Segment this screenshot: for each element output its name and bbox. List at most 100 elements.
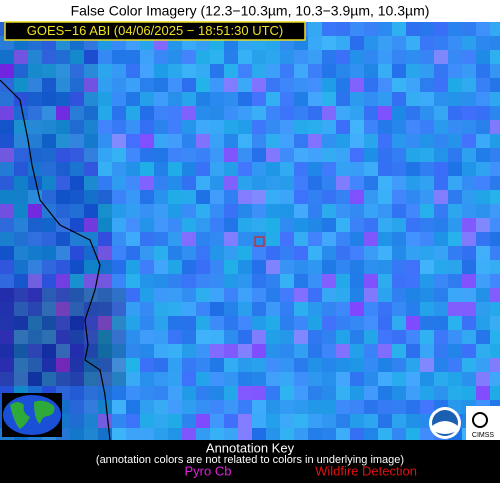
pixel [154, 148, 168, 162]
pixel [238, 64, 252, 78]
pixel [308, 134, 322, 148]
pixel [364, 148, 378, 162]
pixel [322, 386, 336, 400]
pixel [378, 176, 392, 190]
pixel [434, 372, 448, 386]
pixel [84, 372, 98, 386]
pixel [476, 246, 490, 260]
pixel [28, 232, 42, 246]
detection-marker [254, 236, 265, 247]
pixel [266, 400, 280, 414]
pixel [490, 134, 500, 148]
pixel [406, 400, 420, 414]
pixel [490, 162, 500, 176]
pixel [322, 260, 336, 274]
pixel [42, 78, 56, 92]
pixel [420, 64, 434, 78]
pixel [168, 260, 182, 274]
pixel [280, 260, 294, 274]
pixel [238, 414, 252, 428]
pixel [406, 414, 420, 428]
pixel [392, 36, 406, 50]
pixel [476, 316, 490, 330]
pixel [434, 64, 448, 78]
pixel [406, 372, 420, 386]
pixel [434, 274, 448, 288]
pixel [0, 358, 14, 372]
pixel [196, 120, 210, 134]
pixel [196, 232, 210, 246]
pixel [336, 428, 350, 440]
pixel [420, 22, 434, 36]
pixel [238, 288, 252, 302]
pixel [70, 302, 84, 316]
pixel [14, 176, 28, 190]
pixel [308, 288, 322, 302]
pixel [252, 246, 266, 260]
pixel [98, 288, 112, 302]
pixel [420, 246, 434, 260]
pixel [70, 274, 84, 288]
pixel [56, 64, 70, 78]
pixel [476, 386, 490, 400]
pixel [322, 190, 336, 204]
pixel [364, 316, 378, 330]
pixel [462, 288, 476, 302]
pixel [448, 316, 462, 330]
pixel [182, 204, 196, 218]
pixel [126, 372, 140, 386]
pixel [42, 274, 56, 288]
pixel [350, 260, 364, 274]
pixel [70, 148, 84, 162]
pixel [0, 176, 14, 190]
pixel [42, 260, 56, 274]
pixel [266, 358, 280, 372]
pixel [336, 386, 350, 400]
pixel [168, 106, 182, 120]
pixel [364, 344, 378, 358]
pixel [308, 330, 322, 344]
pixel [154, 274, 168, 288]
pixel [364, 330, 378, 344]
pixel [378, 50, 392, 64]
pixel [42, 50, 56, 64]
pixel [350, 148, 364, 162]
pixel [196, 246, 210, 260]
pixel [392, 190, 406, 204]
pixel [280, 358, 294, 372]
pixel [378, 64, 392, 78]
pixel [196, 64, 210, 78]
pixel [462, 274, 476, 288]
pixel [378, 78, 392, 92]
pixel [56, 50, 70, 64]
pixel [84, 274, 98, 288]
pixel [98, 344, 112, 358]
pixel [168, 288, 182, 302]
pixel [266, 148, 280, 162]
pixel [420, 134, 434, 148]
pixel [490, 148, 500, 162]
pixel [56, 260, 70, 274]
pixel [364, 218, 378, 232]
pixel [364, 190, 378, 204]
pixel [448, 246, 462, 260]
pixel [252, 50, 266, 64]
pixel [266, 134, 280, 148]
pixel [224, 274, 238, 288]
pixel [140, 400, 154, 414]
pixel [448, 50, 462, 64]
pixel [70, 246, 84, 260]
pixel [364, 260, 378, 274]
pixel [462, 50, 476, 64]
pixel [154, 260, 168, 274]
pixel [224, 232, 238, 246]
pixel [490, 92, 500, 106]
pixel [98, 330, 112, 344]
pixel [84, 176, 98, 190]
pixel [84, 386, 98, 400]
pixel [420, 218, 434, 232]
pixel [476, 344, 490, 358]
pixel [350, 344, 364, 358]
pixel [378, 92, 392, 106]
